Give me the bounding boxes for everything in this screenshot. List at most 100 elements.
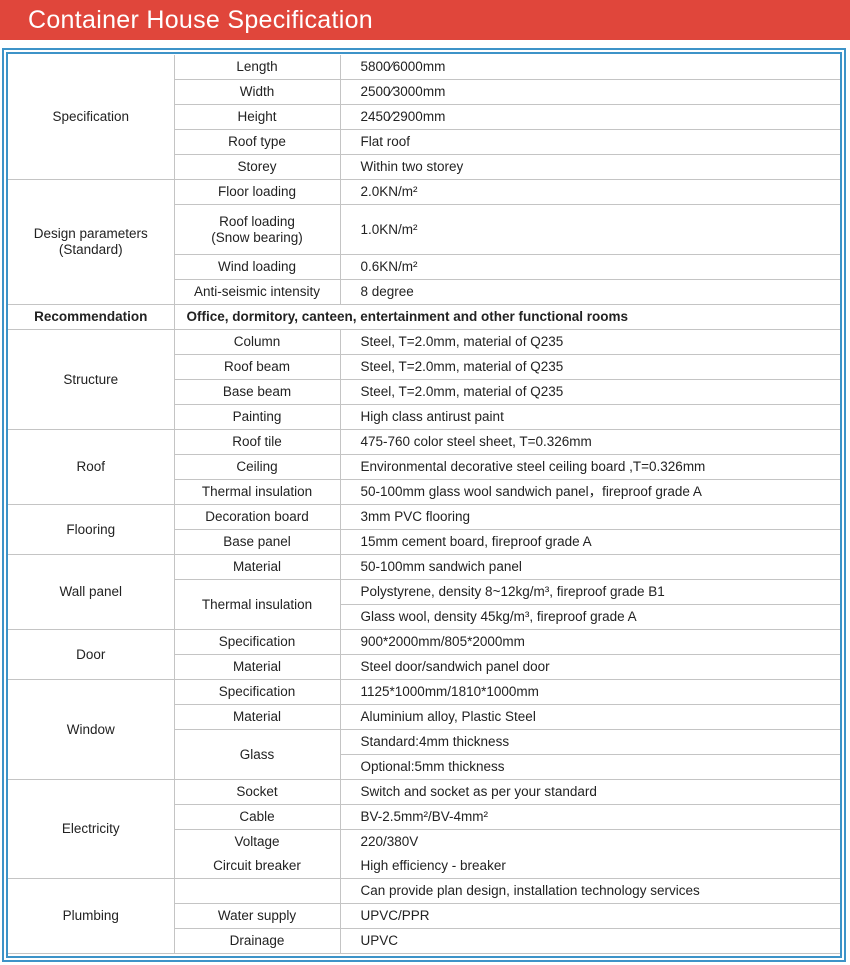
row-value: 15mm cement board, fireproof grade A [339,529,840,555]
table-row: Storey Within two storey [8,154,840,180]
table-row: Wind loading 0.6KN/m² [8,254,840,280]
table-row: Flooring Decoration board 3mm PVC flooring [8,504,840,555]
row-label: Width [174,79,341,105]
row-value: 8 degree [339,279,840,305]
row-label: Thermal insulation [174,479,341,505]
group-label: Electricity [8,779,175,879]
group-label: Wall panel [8,554,175,630]
table-row: Painting High class antirust paint [8,404,840,430]
row-value: 1.0KN/m² [339,204,840,255]
row-label: Glass [174,729,341,780]
table-row: Specification Length 5800⁄6000mm [8,55,840,180]
row-value: 1125*1000mm/1810*1000mm [339,679,840,705]
row-value: 0.6KN/m² [339,254,840,280]
row-value: Can provide plan design, installation te… [339,878,840,904]
row-value: Flat roof [339,129,840,155]
table-row: Width 2500⁄3000mm [8,79,840,105]
page-title: Container House Specification [28,6,374,34]
spec-table: Specification Length 5800⁄6000mm Width 2500⁄… [8,55,840,954]
row-value: High class antirust paint [339,404,840,430]
row-label: Roof loading (Snow bearing) [174,204,341,255]
row-value: Glass wool, density 45kg/m³, fireproof g… [340,604,840,630]
row-label: Painting [174,404,341,430]
row-label: Water supply [174,903,341,929]
title-bar: Container House Specification [0,0,850,40]
row-label: Wind loading [174,254,341,280]
group-label: Structure [8,329,175,430]
row-label: Material [174,704,341,730]
group-label: Flooring [8,504,175,555]
row-value: High efficiency - breaker [339,854,840,879]
row-label [173,878,341,904]
row-label: Storey [174,154,341,180]
row-label: Material [173,554,341,580]
row-label: Height [174,104,341,130]
row-value: 3mm PVC flooring [339,504,840,530]
row-value: 2500⁄3000mm [339,79,840,105]
row-value: Office, dormitory, canteen, entertainmen… [173,304,840,330]
row-value: Standard:4mm thickness [339,729,840,755]
row-value: 50-100mm glass wool sandwich panel，firep… [339,479,840,505]
table-row: Electricity Socket Switch and socket as pe… [8,779,840,879]
row-value: Switch and socket as per your standard [339,779,840,805]
row-value: Environmental decorative steel ceiling b… [339,454,840,480]
row-value: 50-100mm sandwich panel [339,554,840,580]
row-label: Roof tile [173,429,341,455]
row-value: Steel, T=2.0mm, material of Q235 [339,329,840,355]
row-label: Base beam [174,379,341,405]
row-label: Specification [173,679,341,705]
table-row: Structure Column Steel, T=2.0mm, material … [8,329,840,430]
table-row: Optional:5mm thickness [8,754,840,780]
row-label: Circuit breaker [174,854,341,879]
group-label: Recommendation [8,304,175,330]
row-value: Steel, T=2.0mm, material of Q235 [339,379,840,405]
table-row: Plumbing Can provide plan design, install… [8,878,840,954]
group-label: Design parameters (Standard) [8,179,175,305]
table-frame-inner [6,52,842,958]
row-label: Voltage [174,829,341,854]
table-frame-outer [2,48,846,962]
row-label: Roof beam [174,354,341,380]
row-value: UPVC [339,928,840,954]
table-row: Design parameters (Standard) Floor loadin… [8,179,840,305]
row-label: Drainage [174,928,341,954]
row-value: Steel door/sandwich panel door [339,654,840,680]
group-label: Roof [8,429,175,505]
row-value: 900*2000mm/805*2000mm [339,629,840,655]
row-value: Polystyrene, density 8~12kg/m³, fireproo… [339,579,840,605]
row-label: Decoration board [173,504,341,530]
row-label: Floor loading [173,179,341,205]
row-value: Aluminium alloy, Plastic Steel [339,704,840,730]
row-value: 220/380V [339,829,840,854]
table-row: Drainage UPVC [8,928,840,954]
row-label: Material [174,654,341,680]
table-row: Anti-seismic intensity 8 degree [8,279,840,305]
row-label: Roof type [174,129,341,155]
table-row: Glass Standard:4mm thickness [8,729,840,780]
row-value: 2.0KN/m² [339,179,840,205]
row-label: Anti-seismic intensity [174,279,341,305]
table-row: Wall panel Material 50-100mm sandwich pane… [8,554,840,630]
row-label: Socket [173,779,341,805]
table-row: Cable BV-2.5mm²/BV-4mm² [8,804,840,830]
table-row: Thermal insulation Polystyrene, density 8… [8,579,840,630]
row-value: BV-2.5mm²/BV-4mm² [339,804,840,830]
table-row: Recommendation Office, dormitory, canteen… [8,304,840,330]
group-label: Specification [8,55,175,180]
table-row: Roof beam Steel, T=2.0mm, material of Q23… [8,354,840,380]
table-row: Base beam Steel, T=2.0mm, material of Q23… [8,379,840,405]
row-value: Steel, T=2.0mm, material of Q235 [339,354,840,380]
table-row: Voltage 220/380V [8,829,840,854]
table-row: Door Specification 900*2000mm/805*2000mm [8,629,840,680]
row-value: 475-760 color steel sheet, T=0.326mm [339,429,840,455]
row-label: Column [173,329,341,355]
row-value: 5800⁄6000mm [339,55,840,80]
row-label: Ceiling [174,454,341,480]
table-row: Material Steel door/sandwich panel door [8,654,840,680]
row-value: Within two storey [339,154,840,180]
row-value: 2450⁄2900mm [339,104,840,130]
row-label: Specification [173,629,341,655]
row-label: Thermal insulation [174,579,341,630]
row-label: Cable [174,804,341,830]
group-label: Door [8,629,175,680]
